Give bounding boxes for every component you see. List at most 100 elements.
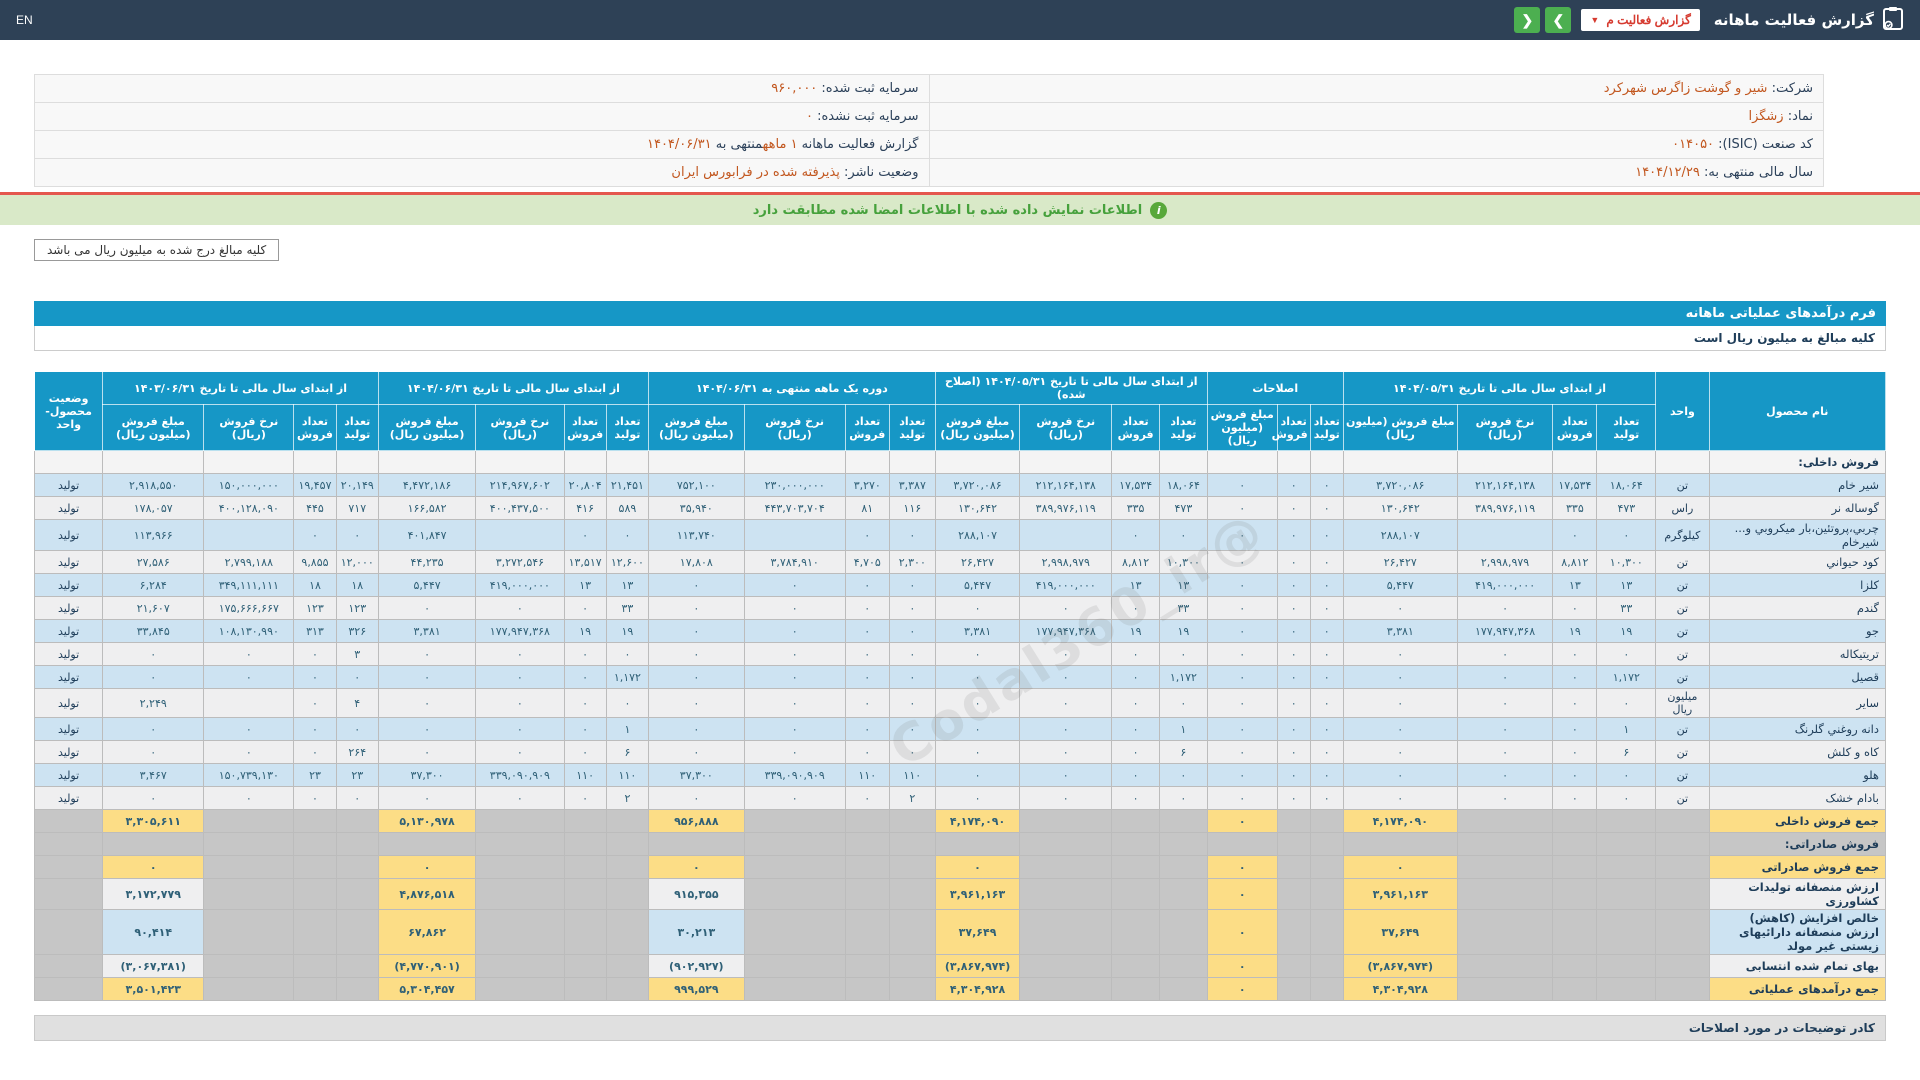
empty-cell [475, 450, 565, 474]
summary-amount-cell: ۳۷,۶۴۹ [1342, 909, 1458, 955]
product-name-cell: کود حيواني [1708, 550, 1887, 574]
empty-cell [203, 809, 295, 833]
value-cell: ۰ [102, 642, 205, 666]
report-type-dropdown[interactable]: گزارش فعالیت م ▼ [1581, 9, 1700, 31]
empty-cell [33, 832, 104, 856]
value-cell: ۰ [1206, 688, 1278, 718]
empty-cell [1655, 977, 1710, 1001]
value-cell [475, 519, 565, 551]
empty-cell [203, 855, 295, 879]
empty-cell [1596, 878, 1657, 910]
summary-amount-cell: ۵,۳۰۴,۴۵۷ [377, 977, 477, 1001]
status-cell: تولید [33, 763, 104, 787]
value-cell: ۰ [1342, 688, 1458, 718]
value-cell: ۰ [1552, 665, 1598, 689]
empty-cell [1456, 977, 1554, 1001]
empty-cell [888, 809, 936, 833]
summary-amount-cell: ۹۹۹,۵۲۹ [648, 977, 745, 1001]
empty-cell [563, 450, 607, 474]
company-info-section: شرکت: شیر و گوشت زاگرس شهرکرد سرمایه ثبت … [34, 74, 1824, 187]
value-cell: ۰ [335, 717, 379, 741]
value-cell: ۴۴۵ [293, 496, 337, 520]
table-row: هلو تن ۰ ۰ ۰ ۰ ۰ ۰ ۰ ۰ ۰ ۰ ۰ ۱۱۰ ۱۱۰ ۳۳۹,۰۹۰,۹۰۹ ۳۷,۳۰۰ ۱… [33, 763, 1887, 787]
value-cell: ۰ [563, 786, 607, 810]
product-name-cell: هلو [1708, 763, 1887, 787]
empty-cell [605, 977, 650, 1001]
value-cell: ۰ [1552, 763, 1598, 787]
nav-prev-button[interactable]: ❮ [1514, 7, 1541, 33]
value-cell: ۲۱,۶۰۷ [102, 596, 205, 620]
value-cell: ۰ [293, 740, 337, 764]
empty-cell [102, 450, 205, 474]
info-cell: کد صنعت (ISIC): ۰۱۴۰۵۰ [928, 130, 1824, 159]
summary-amount-cell: (۳,۰۶۷,۳۸۱) [102, 954, 205, 978]
unit-cell: تن [1655, 550, 1710, 574]
empty-cell [563, 954, 607, 978]
empty-cell [293, 832, 337, 856]
value-cell: ۰ [1596, 519, 1657, 551]
value-cell: ۰ [1276, 786, 1311, 810]
value-cell: ۴۱۹,۰۰۰,۰۰۰ [475, 573, 565, 597]
value-cell: ۴۷۳ [1596, 496, 1657, 520]
page-title: گزارش فعالیت ماهانه [1713, 11, 1874, 29]
empty-cell [293, 977, 337, 1001]
empty-cell [1596, 954, 1657, 978]
value-cell: ۳,۷۲۰,۰۸۶ [934, 473, 1021, 497]
summary-amount-cell: ۳۰,۲۱۳ [648, 909, 745, 955]
language-toggle[interactable]: EN [16, 13, 33, 27]
info-value: ۰۱۴۰۵۰ [1672, 137, 1715, 152]
value-cell: ۲۱,۴۵۱ [605, 473, 650, 497]
value-cell: ۰ [888, 717, 936, 741]
value-cell: ۳۲۶ [335, 619, 379, 643]
empty-cell [743, 832, 846, 856]
value-cell: ۰ [888, 688, 936, 718]
value-cell [1019, 519, 1113, 551]
nav-next-button[interactable]: ❯ [1545, 7, 1572, 33]
value-cell: ۳۸۹,۹۷۶,۱۱۹ [1019, 496, 1113, 520]
table-row: گندم تن ۳۳ ۰ ۰ ۰ ۰ ۰ ۰ ۳۳ ۰ ۰ ۰ ۰ ۰ ۰ ۰ ۳۳ ۰ ۰ ۰ ۱۲۳ ۱۲۳ ۱۷۵,۶۶… [33, 596, 1887, 620]
info-row: شرکت: شیر و گوشت زاگرس شهرکرد سرمایه ثبت … [34, 74, 1824, 103]
empty-cell [1596, 977, 1657, 1001]
value-cell: ۰ [1309, 496, 1344, 520]
value-cell: ۰ [743, 665, 846, 689]
column-header: تعداد فروش [844, 404, 890, 451]
empty-cell [743, 855, 846, 879]
value-cell: ۰ [475, 740, 565, 764]
info-value: ۰ [806, 109, 813, 124]
summary-amount-cell: (۹۰۲,۹۲۷) [648, 954, 745, 978]
empty-cell [844, 878, 890, 910]
value-cell: ۱۸ [335, 573, 379, 597]
unit-cell: میلیون ریال [1655, 688, 1710, 718]
value-cell: ۱۱۰ [888, 763, 936, 787]
company-info-body: شرکت: شیر و گوشت زاگرس شهرکرد سرمایه ثبت … [34, 74, 1824, 187]
value-cell: ۱۷,۵۳۴ [1111, 473, 1160, 497]
value-cell: ۸۱ [844, 496, 890, 520]
value-cell: ۲,۹۹۸,۹۷۹ [1019, 550, 1113, 574]
value-cell: ۰ [1206, 596, 1278, 620]
value-cell: ۰ [1111, 740, 1160, 764]
value-cell: ۰ [844, 596, 890, 620]
summary-amount-cell: ۰ [102, 855, 205, 879]
value-cell: ۱,۱۷۲ [1596, 665, 1657, 689]
empty-cell [293, 909, 337, 955]
summary-amount-cell: ۳,۵۰۱,۴۲۳ [102, 977, 205, 1001]
value-cell: ۰ [1111, 786, 1160, 810]
column-header: مبلغ فروش (میلیون ریال) [377, 404, 477, 451]
value-cell: ۰ [102, 786, 205, 810]
value-cell: ۱۲۳ [293, 596, 337, 620]
value-cell: ۱۹ [1111, 619, 1160, 643]
value-cell: ۴۰۰,۱۲۸,۰۹۰ [203, 496, 295, 520]
column-header: تعداد فروش [1111, 404, 1160, 451]
summary-amount-cell: ۳,۹۶۱,۱۶۳ [1342, 878, 1458, 910]
value-cell: ۰ [1019, 596, 1113, 620]
column-header: تعداد فروش [1552, 404, 1598, 451]
unit-cell: تن [1655, 786, 1710, 810]
value-cell: ۱۹ [605, 619, 650, 643]
empty-cell [1456, 878, 1554, 910]
value-cell: ۱۵۰,۰۰۰,۰۰۰ [203, 473, 295, 497]
empty-cell [1309, 954, 1344, 978]
info-label: وضعیت ناشر: [839, 165, 919, 180]
form-title-bar: فرم درآمدهای عملیاتی ماهانه [34, 301, 1886, 326]
empty-cell [1552, 878, 1598, 910]
value-cell: ۲,۹۱۸,۵۵۰ [102, 473, 205, 497]
